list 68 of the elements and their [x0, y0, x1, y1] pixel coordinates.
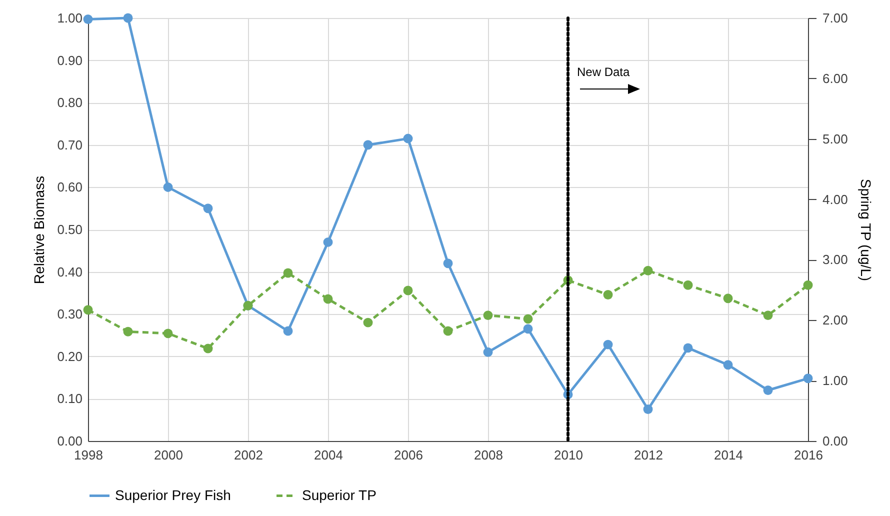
point: [403, 134, 413, 144]
y2-tick-label: 4.00: [822, 192, 848, 207]
annotation: New Data: [577, 65, 630, 79]
point: [643, 404, 653, 414]
x-tick-label: 2006: [394, 448, 423, 462]
point: [163, 182, 173, 192]
x-tick-label: 2012: [634, 448, 663, 462]
point: [123, 326, 133, 336]
point: [283, 268, 293, 278]
point: [803, 280, 813, 290]
y2-tick-label: 6.00: [822, 70, 848, 86]
point: [523, 314, 533, 324]
y-tick-label: 0.20: [57, 348, 82, 364]
x-tick-label: 2000: [154, 448, 183, 462]
point: [603, 340, 613, 350]
y2-tick-label: 0.00: [822, 434, 848, 448]
y2-axis-title: Spring TP (ug/L): [858, 178, 874, 282]
x-tick-label: 2010: [554, 448, 583, 462]
point: [483, 310, 493, 320]
y2-tick-label: 1.00: [822, 373, 848, 388]
y-tick-label: 0.50: [57, 222, 82, 237]
point: [723, 294, 733, 304]
point: [643, 266, 653, 276]
y-tick-label: 0.40: [57, 264, 82, 280]
point: [203, 344, 213, 354]
point: [763, 386, 773, 395]
y-tick-label: 0.90: [57, 52, 82, 68]
point: [723, 360, 733, 370]
point: [83, 14, 93, 24]
point: [83, 305, 93, 315]
point: [483, 347, 493, 357]
point: [403, 286, 413, 296]
y-tick-label: 0.80: [57, 95, 82, 110]
point: [163, 328, 173, 338]
y2-tick-label: 5.00: [822, 131, 848, 146]
point: [443, 326, 453, 336]
y-axis-title: Relative Biomass: [31, 176, 48, 284]
y2-tick-label: 2.00: [822, 312, 848, 328]
x-tick-label: 2004: [314, 448, 343, 462]
x-tick-label: 1998: [74, 448, 103, 462]
y-tick-label: 0.70: [57, 137, 82, 152]
point: [443, 258, 453, 268]
y2-tick-label: 3.00: [822, 252, 848, 268]
y-tick-label: 1.00: [57, 10, 82, 26]
point: [683, 343, 693, 353]
y-tick-label: 0.00: [57, 434, 82, 448]
point: [683, 280, 693, 290]
y-tick-label: 0.10: [57, 391, 82, 406]
x-tick-label: 2014: [714, 448, 743, 462]
point: [323, 237, 333, 247]
point: [123, 13, 133, 23]
point: [803, 374, 813, 384]
point: [203, 204, 213, 214]
x-tick-label: 2008: [474, 448, 503, 462]
point: [323, 294, 333, 304]
y2-tick-label: 7.00: [822, 10, 848, 26]
point: [603, 290, 613, 300]
point: [523, 324, 533, 334]
legend-label: Superior Prey Fish: [115, 486, 231, 503]
x-tick-label: 2002: [234, 448, 263, 462]
point: [763, 310, 773, 320]
y-tick-label: 0.30: [57, 306, 82, 322]
point: [363, 140, 373, 150]
x-tick-label: 2016: [794, 448, 823, 462]
y-tick-label: 0.60: [57, 180, 82, 195]
point: [283, 326, 293, 336]
point: [363, 318, 373, 328]
legend-label: Superior TP: [302, 486, 376, 503]
